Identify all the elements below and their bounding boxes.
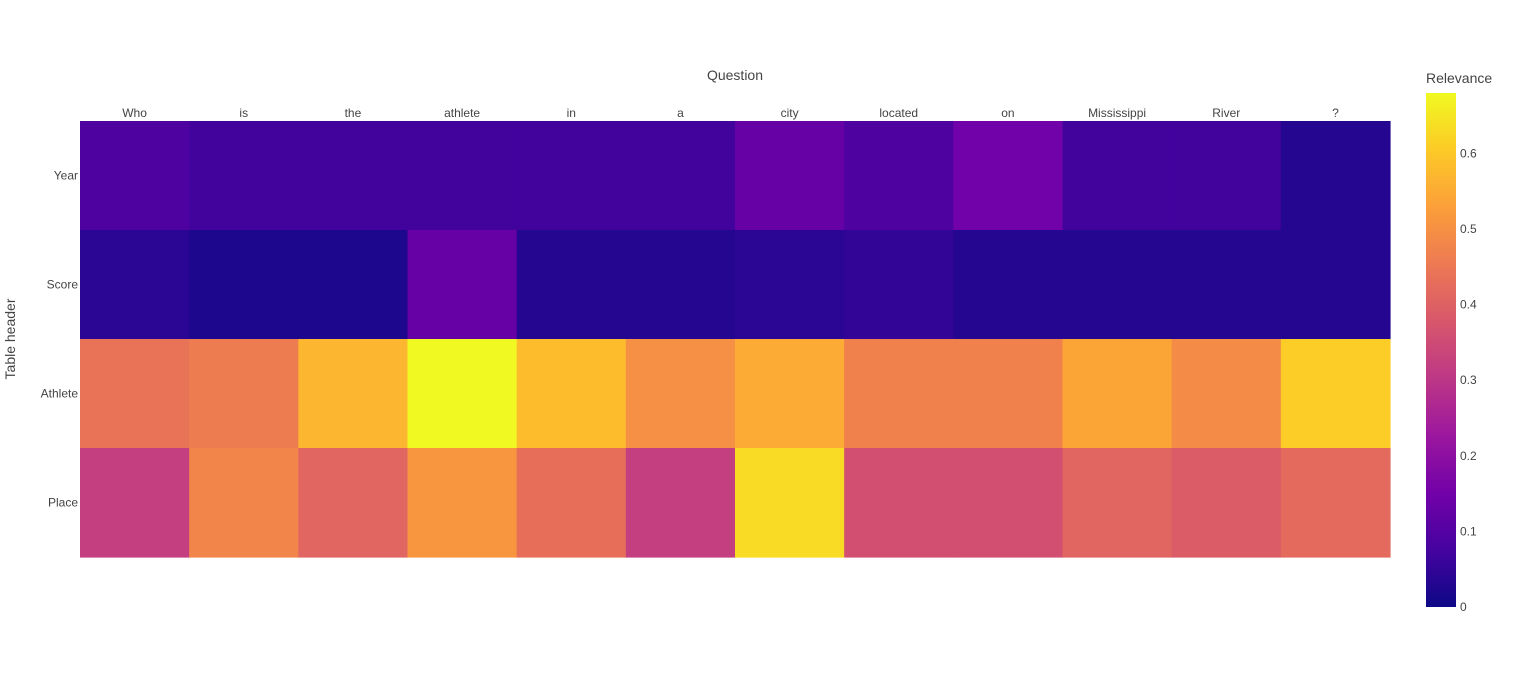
heatmap-cell <box>407 230 518 340</box>
heatmap-cell <box>844 448 954 558</box>
heatmap-cell <box>80 230 190 340</box>
heatmap-cell <box>407 339 518 449</box>
heatmap-cell <box>298 448 409 558</box>
heatmap-cell <box>516 121 627 231</box>
y-axis-title: Table header <box>2 298 18 379</box>
heatmap-cell <box>1062 339 1173 449</box>
heatmap-cell <box>1062 448 1173 558</box>
heatmap-cell <box>953 448 1064 558</box>
x-axis-title: Question <box>707 67 763 83</box>
x-tick-label: located <box>879 106 918 120</box>
heatmap-cell <box>1171 230 1282 340</box>
colorbar <box>1426 93 1456 607</box>
heatmap-cell <box>1062 121 1173 231</box>
y-tick-label: Year <box>54 169 78 183</box>
x-tick-label: city <box>781 106 799 120</box>
heatmap-cell <box>407 448 518 558</box>
heatmap-cell <box>516 339 627 449</box>
x-tick-label: Who <box>122 106 147 120</box>
heatmap-cell <box>516 448 627 558</box>
heatmap-cell <box>407 121 518 231</box>
heatmap-cell <box>189 339 299 449</box>
heatmap-cell <box>298 339 409 449</box>
colorbar-tick-label: 0.1 <box>1460 524 1477 538</box>
heatmap-cell <box>844 230 954 340</box>
heatmap-cell <box>80 339 190 449</box>
colorbar-title: Relevance <box>1426 70 1492 86</box>
heatmap-cell <box>80 448 190 558</box>
heatmap-cell <box>298 230 409 340</box>
colorbar-tick-label: 0.5 <box>1460 222 1477 236</box>
heatmap-cell <box>625 121 736 231</box>
x-tick-label: ? <box>1332 106 1339 120</box>
x-tick-label: in <box>567 106 576 120</box>
colorbar-tick-label: 0.3 <box>1460 373 1477 387</box>
y-tick-labels: Year Score Athlete Place <box>41 169 79 510</box>
x-tick-label: on <box>1001 106 1014 120</box>
x-tick-labels: Who is the athlete in a city located on Mississip… <box>122 106 1339 120</box>
x-tick-label: Mississippi <box>1088 106 1146 120</box>
heatmap-cell <box>735 121 845 231</box>
heatmap-cell <box>953 230 1064 340</box>
heatmap-cell <box>1280 230 1391 340</box>
heatmap-cell <box>1062 230 1173 340</box>
heatmap-cell <box>1280 448 1391 558</box>
heatmap-cell <box>1171 448 1282 558</box>
x-tick-label: athlete <box>444 106 480 120</box>
y-tick-label: Place <box>48 496 78 510</box>
heatmap-cell <box>189 121 299 231</box>
y-tick-label: Score <box>47 278 79 292</box>
colorbar-tick-label: 0.6 <box>1460 146 1477 160</box>
heatmap-cell <box>625 339 736 449</box>
heatmap-cell <box>844 121 954 231</box>
heatmap-cell <box>735 339 845 449</box>
heatmap-cell <box>1280 121 1391 231</box>
x-tick-label: River <box>1212 106 1240 120</box>
heatmap-cell <box>844 339 954 449</box>
heatmap-cell <box>1171 121 1282 231</box>
heatmap-cell <box>516 230 627 340</box>
heatmap-cell <box>1280 339 1391 449</box>
heatmap-cell <box>1171 339 1282 449</box>
heatmap-cell <box>298 121 409 231</box>
heatmap-cell <box>953 121 1064 231</box>
heatmap-cell <box>735 230 845 340</box>
heatmap-cell <box>189 448 299 558</box>
heatmap-cell <box>189 230 299 340</box>
x-tick-label: the <box>345 106 362 120</box>
heatmap-cells <box>80 121 1391 558</box>
colorbar-tick-label: 0 <box>1460 600 1467 614</box>
heatmap-cell <box>625 230 736 340</box>
heatmap-cell <box>953 339 1064 449</box>
heatmap-cell <box>625 448 736 558</box>
y-tick-label: Athlete <box>41 387 79 401</box>
colorbar-ticks: 0 0.1 0.2 0.3 0.4 0.5 0.6 <box>1460 146 1477 614</box>
x-tick-label: is <box>239 106 248 120</box>
colorbar-tick-label: 0.2 <box>1460 449 1477 463</box>
heatmap-cell <box>735 448 845 558</box>
x-tick-label: a <box>677 106 684 120</box>
heatmap-cell <box>80 121 190 231</box>
colorbar-tick-label: 0.4 <box>1460 298 1477 312</box>
